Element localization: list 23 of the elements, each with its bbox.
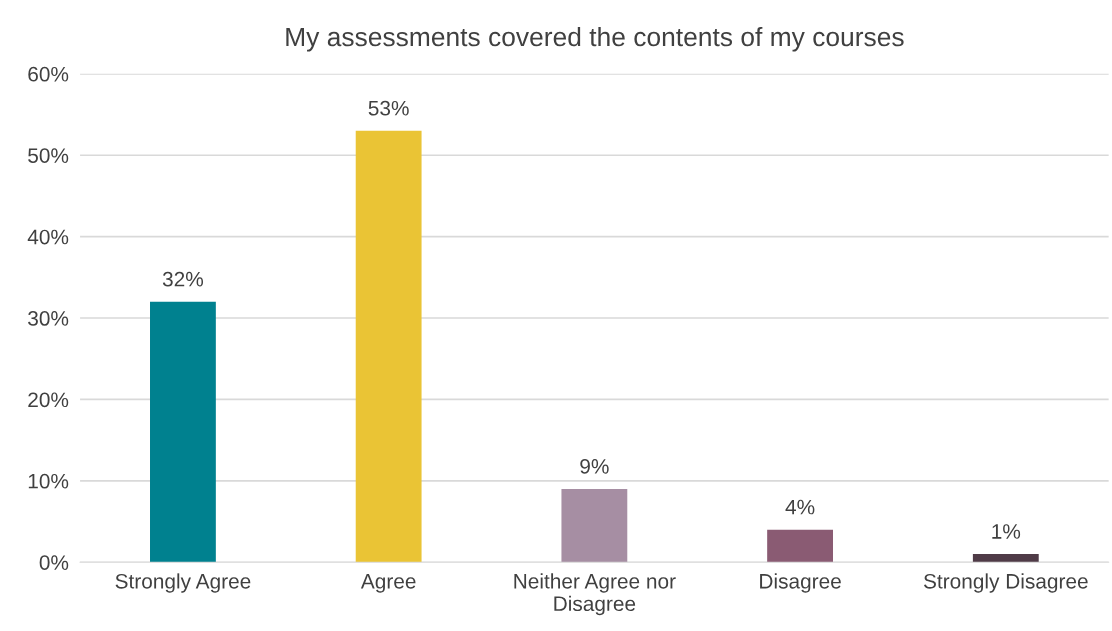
data-label: 53%: [368, 100, 409, 116]
x-tick-label: Agree: [360, 574, 416, 593]
bar: [561, 488, 628, 563]
data-label: 4%: [785, 499, 815, 515]
bar: [767, 529, 833, 563]
x-tick-label: Disagree: [760, 573, 841, 593]
y-tick-label: 60%: [28, 66, 69, 82]
data-label: 1%: [992, 524, 1021, 539]
y-tick-label: 0%: [39, 555, 69, 570]
chart-title: My assessments covered the contents of my courses: [286, 26, 904, 52]
y-tick-label: 20%: [28, 392, 69, 408]
bar: [355, 130, 422, 563]
x-tick-label: Strongly Agree: [115, 573, 251, 593]
bar: [972, 554, 1039, 563]
y-tick-label: 30%: [28, 311, 69, 326]
y-tick-label: 10%: [28, 473, 69, 489]
x-tick-label: Strongly Disagree: [923, 573, 1088, 593]
y-tick-label: 50%: [28, 148, 69, 163]
y-tick-label: 40%: [27, 229, 69, 245]
x-tick-label: Neither Agree nor Disagree: [514, 573, 676, 616]
data-label: 9%: [580, 458, 609, 474]
bar: [150, 301, 216, 563]
data-label: 32%: [162, 271, 204, 287]
